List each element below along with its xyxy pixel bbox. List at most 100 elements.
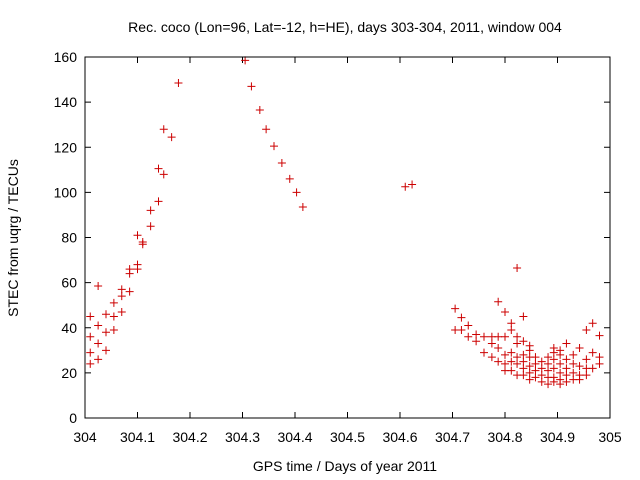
data-point	[298, 203, 307, 212]
y-tick-label: 140	[54, 94, 78, 110]
data-point	[86, 348, 95, 357]
x-tick-label: 304.9	[540, 429, 575, 445]
data-point	[595, 359, 604, 368]
data-point	[494, 357, 503, 366]
data-point	[125, 265, 134, 274]
data-point	[549, 364, 558, 373]
data-point	[494, 297, 503, 306]
y-axis-label: STEC from uqrg / TECUs	[5, 159, 21, 317]
data-point	[569, 350, 578, 359]
data-point	[575, 344, 584, 353]
data-point	[549, 373, 558, 382]
data-point	[255, 106, 264, 115]
y-tick-label: 20	[61, 365, 77, 381]
data-point	[133, 260, 142, 269]
data-point	[487, 353, 496, 362]
data-point	[408, 180, 417, 189]
y-tick-label: 100	[54, 184, 78, 200]
data-point	[507, 348, 516, 357]
data-point	[556, 346, 565, 355]
data-point	[154, 164, 163, 173]
data-point	[519, 371, 528, 380]
data-point	[556, 375, 565, 384]
data-point	[525, 362, 534, 371]
data-point	[588, 364, 597, 373]
data-point	[544, 366, 553, 375]
data-point	[94, 339, 103, 348]
data-point	[292, 188, 301, 197]
data-point	[531, 359, 540, 368]
data-point	[531, 366, 540, 375]
data-point	[174, 78, 183, 87]
data-point	[109, 326, 118, 335]
x-tick-label: 304.5	[330, 429, 365, 445]
data-point	[401, 182, 410, 191]
data-point	[507, 366, 516, 375]
data-point	[457, 313, 466, 322]
data-point	[285, 174, 294, 183]
data-point	[472, 330, 481, 339]
data-point	[247, 82, 256, 91]
data-point	[595, 353, 604, 362]
data-point	[507, 319, 516, 328]
data-point	[519, 312, 528, 321]
data-point	[537, 357, 546, 366]
data-point	[537, 364, 546, 373]
data-point	[501, 332, 509, 341]
x-tick-label: 304.8	[487, 429, 522, 445]
data-point	[159, 170, 168, 179]
x-tick-label: 304.4	[277, 429, 312, 445]
data-point	[472, 337, 481, 346]
data-point	[549, 355, 558, 364]
chart-title: Rec. coco (Lon=96, Lat=-12, h=HE), days …	[128, 19, 562, 35]
data-point	[86, 332, 95, 341]
data-point	[595, 331, 604, 340]
data-point	[480, 332, 488, 341]
data-point	[109, 298, 118, 307]
data-point	[513, 332, 522, 341]
data-point	[270, 142, 278, 151]
data-point	[133, 231, 142, 240]
data-point	[487, 339, 496, 348]
data-point	[562, 377, 571, 386]
data-point	[556, 368, 565, 377]
data-point	[117, 285, 126, 294]
y-tick-label: 80	[61, 230, 77, 246]
data-point	[525, 375, 534, 384]
data-point	[562, 355, 571, 364]
data-point	[519, 337, 528, 346]
y-tick-label: 160	[54, 49, 78, 65]
axes: 304 304.1 304.2 304.3 304.4 304.5 304.6 304.7 30…	[54, 49, 622, 445]
data-point	[544, 353, 553, 362]
x-tick-label: 305	[598, 429, 622, 445]
data-point	[507, 357, 516, 366]
data-point	[102, 310, 110, 319]
data-point	[457, 326, 466, 335]
y-tick-label: 120	[54, 139, 78, 155]
data-point	[138, 238, 147, 247]
data-point	[531, 353, 540, 362]
data-point	[519, 357, 528, 366]
data-point	[94, 321, 103, 330]
data-point	[480, 348, 488, 357]
data-point	[86, 359, 95, 368]
data-point	[569, 368, 578, 377]
data-point	[146, 222, 155, 231]
data-point	[519, 364, 528, 373]
data-point	[494, 344, 503, 353]
data-point	[262, 125, 271, 134]
data-points	[86, 56, 604, 389]
data-point	[582, 371, 591, 380]
data-point	[159, 125, 168, 134]
x-axis-label: GPS time / Days of year 2011	[253, 458, 437, 474]
data-point	[562, 371, 571, 380]
data-point	[525, 368, 534, 377]
data-point	[582, 326, 591, 335]
data-point	[451, 304, 460, 313]
data-point	[94, 282, 103, 291]
data-point	[537, 377, 546, 386]
data-point	[525, 341, 534, 350]
data-point	[549, 344, 558, 353]
data-point	[537, 371, 546, 380]
x-tick-label: 304.6	[382, 429, 417, 445]
